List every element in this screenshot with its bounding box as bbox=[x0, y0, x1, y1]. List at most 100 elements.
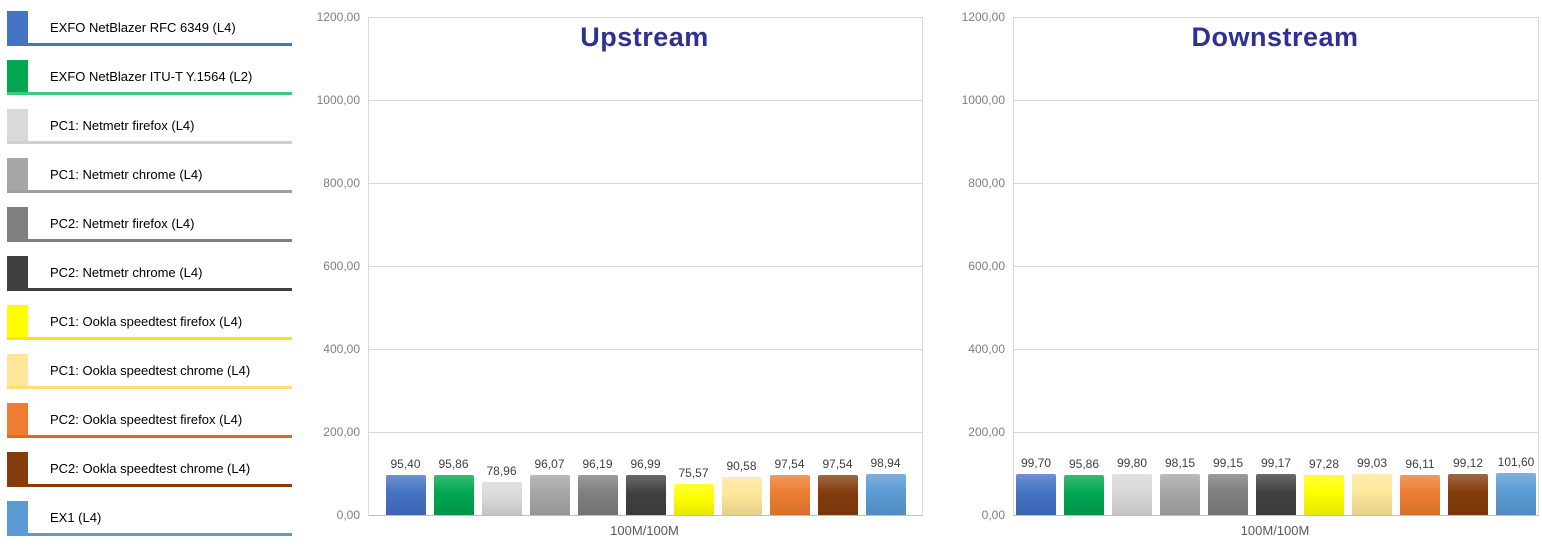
bar bbox=[1064, 475, 1104, 515]
bar-value-label: 96,99 bbox=[630, 456, 661, 471]
bar-group: 99,70 bbox=[1016, 456, 1056, 515]
y-tick-label: 200,00 bbox=[323, 425, 360, 439]
bar-group: 98,15 bbox=[1160, 456, 1200, 515]
gridline bbox=[369, 432, 922, 433]
bar bbox=[1496, 472, 1536, 515]
bar-value-label: 96,07 bbox=[534, 457, 565, 472]
bar-group: 95,86 bbox=[1064, 457, 1104, 515]
bar-group: 97,28 bbox=[1304, 457, 1344, 515]
y-tick-label: 800,00 bbox=[323, 176, 360, 190]
y-tick-label: 0,00 bbox=[981, 508, 1005, 522]
legend-item: EX1 (L4) bbox=[7, 501, 292, 536]
y-tick-label: 200,00 bbox=[968, 425, 1005, 439]
gridline bbox=[1014, 183, 1538, 184]
legend-swatch bbox=[7, 158, 28, 190]
bar bbox=[1112, 473, 1152, 515]
bar bbox=[1352, 473, 1392, 515]
bar bbox=[625, 474, 666, 515]
legend: EXFO NetBlazer RFC 6349 (L4) EXFO NetBlaz… bbox=[7, 11, 292, 550]
bar bbox=[1448, 473, 1488, 515]
bar-value-label: 78,96 bbox=[486, 464, 517, 479]
bar-value-label: 95,86 bbox=[1068, 457, 1100, 472]
bar-value-label: 99,03 bbox=[1356, 455, 1388, 470]
chart-title: Downstream bbox=[1191, 22, 1359, 52]
bar-group: 96,07 bbox=[529, 457, 570, 515]
legend-item: EXFO NetBlazer RFC 6349 (L4) bbox=[7, 11, 292, 46]
bar-group: 101,60 bbox=[1496, 455, 1536, 515]
legend-swatch bbox=[7, 354, 28, 386]
bar bbox=[1304, 474, 1344, 515]
legend-item-label: PC1: Netmetr chrome (L4) bbox=[50, 166, 203, 182]
legend-swatch bbox=[7, 60, 28, 92]
y-tick-label: 400,00 bbox=[968, 342, 1005, 356]
bars-group: 95,40 95,86 78,96 96,07 96,19 96,99 75,57 90,58… bbox=[369, 456, 922, 515]
y-axis-labels: 1200,00 1000,00 800,00 600,00 400,00 200,00 0,… bbox=[296, 0, 360, 549]
bar-value-label: 98,94 bbox=[870, 455, 901, 470]
bar-value-label: 99,12 bbox=[1452, 455, 1484, 470]
bar-value-label: 95,86 bbox=[438, 457, 469, 472]
y-tick-label: 600,00 bbox=[968, 259, 1005, 273]
bar bbox=[1016, 473, 1056, 515]
bar-group: 99,15 bbox=[1208, 456, 1248, 515]
legend-item: PC1: Netmetr chrome (L4) bbox=[7, 158, 292, 193]
bar bbox=[865, 473, 906, 515]
bar bbox=[385, 475, 426, 515]
bar bbox=[1400, 475, 1440, 515]
legend-swatch bbox=[7, 207, 28, 239]
bar-group: 99,12 bbox=[1448, 456, 1488, 515]
y-tick-label: 1200,00 bbox=[961, 10, 1005, 24]
legend-item-label: PC1: Ookla speedtest chrome (L4) bbox=[50, 362, 251, 378]
plot-area: 99,70 95,86 99,80 98,15 99,15 99,17 97,28 99,03… bbox=[1013, 17, 1539, 516]
legend-swatch bbox=[7, 305, 28, 337]
legend-item: PC1: Ookla speedtest firefox (L4) bbox=[7, 305, 292, 340]
downstream-chart: 1200,00 1000,00 800,00 600,00 400,00 200,00 0,… bbox=[935, 0, 1542, 549]
bar bbox=[529, 475, 570, 515]
legend-item-label: PC1: Netmetr firefox (L4) bbox=[50, 117, 195, 133]
legend-swatch bbox=[7, 109, 28, 141]
bar-group: 96,19 bbox=[577, 457, 618, 515]
gridline bbox=[1014, 100, 1538, 101]
legend-item-label: PC1: Ookla speedtest firefox (L4) bbox=[50, 313, 243, 329]
bars-group: 99,70 95,86 99,80 98,15 99,15 99,17 97,28 99,03… bbox=[1014, 455, 1538, 515]
legend-item-label: EX1 (L4) bbox=[50, 509, 102, 525]
chart-title: Upstream bbox=[580, 22, 709, 52]
bar-value-label: 96,11 bbox=[1405, 457, 1435, 472]
bar-value-label: 75,57 bbox=[678, 465, 709, 480]
gridline bbox=[1014, 432, 1538, 433]
bar bbox=[769, 474, 810, 515]
bar-value-label: 99,70 bbox=[1020, 455, 1052, 470]
bar-group: 90,58 bbox=[721, 459, 762, 515]
bar-group: 75,57 bbox=[673, 465, 714, 515]
bar-group: 96,99 bbox=[625, 456, 666, 515]
bar-value-label: 90,58 bbox=[726, 459, 757, 474]
bar-group: 97,54 bbox=[769, 456, 810, 515]
legend-item-label: PC2: Netmetr chrome (L4) bbox=[50, 264, 203, 280]
legend-item-label: PC2: Ookla speedtest chrome (L4) bbox=[50, 460, 251, 476]
legend-item: PC2: Ookla speedtest firefox (L4) bbox=[7, 403, 292, 438]
bar-group: 99,80 bbox=[1112, 456, 1152, 515]
gridline bbox=[369, 183, 922, 184]
bar-value-label: 97,54 bbox=[774, 456, 805, 471]
legend-item: PC1: Netmetr firefox (L4) bbox=[7, 109, 292, 144]
bar-value-label: 98,15 bbox=[1164, 456, 1196, 471]
legend-item-label: PC2: Ookla speedtest firefox (L4) bbox=[50, 411, 243, 427]
bar-group: 95,86 bbox=[433, 457, 474, 515]
bar-group: 99,17 bbox=[1256, 456, 1296, 515]
y-tick-label: 1200,00 bbox=[316, 10, 360, 24]
gridline bbox=[369, 17, 922, 18]
y-tick-label: 400,00 bbox=[323, 342, 360, 356]
legend-swatch bbox=[7, 403, 28, 435]
bar-group: 95,40 bbox=[385, 457, 426, 515]
bar bbox=[721, 477, 762, 515]
bar-value-label: 97,54 bbox=[822, 456, 853, 471]
bar-group: 97,54 bbox=[817, 456, 858, 515]
gridline bbox=[369, 266, 922, 267]
y-tick-label: 800,00 bbox=[968, 176, 1005, 190]
bar-value-label: 99,80 bbox=[1116, 455, 1148, 470]
legend-item-label: EXFO NetBlazer RFC 6349 (L4) bbox=[50, 19, 236, 35]
legend-item: PC2: Netmetr firefox (L4) bbox=[7, 207, 292, 242]
legend-item-label: PC2: Netmetr firefox (L4) bbox=[50, 215, 195, 231]
gridline bbox=[1014, 266, 1538, 267]
bar-value-label: 97,28 bbox=[1308, 456, 1340, 471]
x-axis-label: 100M/100M bbox=[610, 523, 679, 538]
